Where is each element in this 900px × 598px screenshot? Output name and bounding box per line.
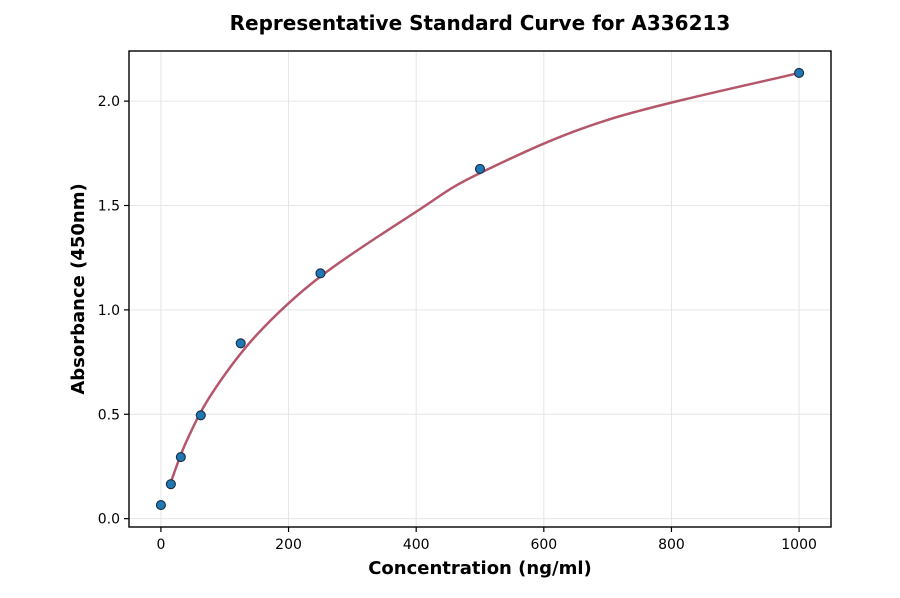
x-tick-label: 0 xyxy=(156,537,165,553)
data-point xyxy=(474,163,486,175)
data-point xyxy=(175,452,186,463)
fit-curve-layer xyxy=(169,71,801,484)
x-axis-label: Concentration (ng/ml) xyxy=(368,558,592,579)
data-point xyxy=(165,479,176,490)
data-point xyxy=(155,500,166,511)
data-point xyxy=(315,268,326,279)
data-point xyxy=(794,67,805,78)
y-tick-label: 2.0 xyxy=(98,94,120,110)
y-tick-label: 0.0 xyxy=(98,512,120,528)
fit-curve-line xyxy=(169,71,801,484)
data-point xyxy=(195,410,206,421)
x-tick-label: 800 xyxy=(658,537,685,553)
grid-lines xyxy=(129,51,831,527)
x-tick-label: 400 xyxy=(403,537,430,553)
chart-title: Representative Standard Curve for A33621… xyxy=(230,11,731,35)
y-tick-label: 1.0 xyxy=(98,303,120,319)
x-tick-label: 600 xyxy=(530,537,557,553)
x-tick-label: 1000 xyxy=(781,537,817,553)
plot-area-frame xyxy=(128,50,832,528)
x-tick-label: 200 xyxy=(275,537,302,553)
data-points-layer xyxy=(155,67,805,511)
x-axis-ticks: 0 200 400 600 800 1000 xyxy=(156,527,817,553)
y-axis-label: Absorbance (450nm) xyxy=(68,183,89,394)
y-tick-label: 0.5 xyxy=(98,407,120,423)
data-point xyxy=(235,338,246,349)
y-axis-ticks: 0.0 0.5 1.0 1.5 2.0 xyxy=(98,94,129,528)
y-tick-label: 1.5 xyxy=(98,198,120,214)
